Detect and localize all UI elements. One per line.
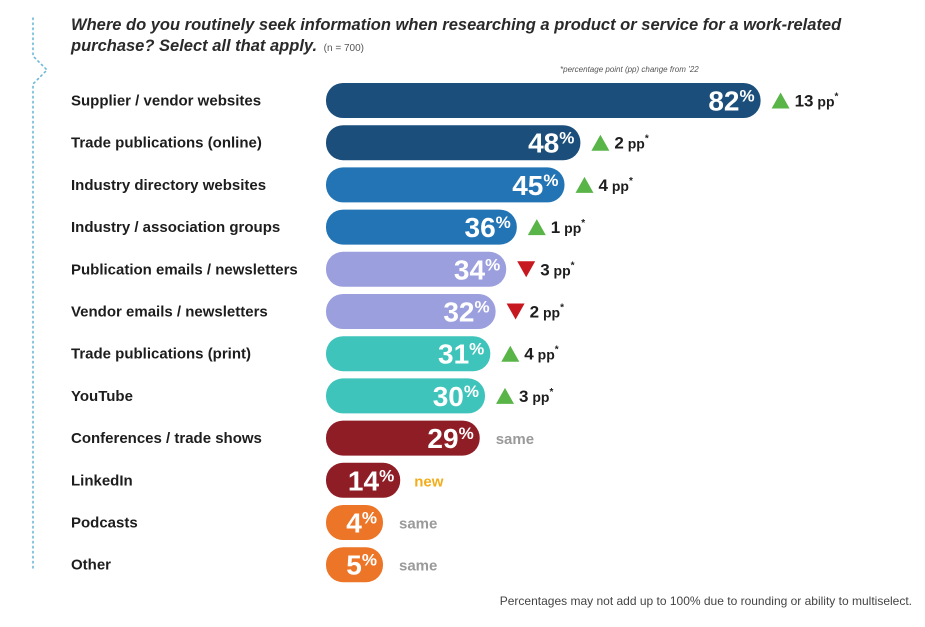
question-text: Where do you routinely seek information …: [71, 16, 842, 55]
category-label: Industry / association groups: [71, 219, 280, 236]
category-label: Other: [71, 557, 111, 574]
question-header: Where do you routinely seek information …: [71, 15, 921, 59]
data-label: 34%: [454, 254, 500, 285]
change-label: 3 pp*: [540, 260, 574, 279]
bar: [326, 251, 507, 287]
data-label: 31%: [438, 339, 484, 370]
bar: [326, 378, 485, 414]
bar: [326, 462, 401, 498]
data-label: 29%: [427, 423, 473, 454]
down-arrow-icon: [506, 303, 525, 320]
footnote: Percentages may not add up to 100% due t…: [499, 594, 912, 608]
up-arrow-icon: [575, 176, 594, 193]
bar: [326, 294, 496, 329]
category-label: LinkedIn: [71, 472, 133, 489]
change-label: 4 pp*: [524, 345, 558, 364]
bar: [326, 547, 383, 583]
category-label: Conferences / trade shows: [71, 430, 262, 447]
bar: [326, 336, 491, 372]
up-arrow-icon: [501, 345, 520, 362]
change-label: 2 pp*: [614, 134, 648, 153]
category-label: Podcasts: [71, 515, 138, 532]
up-arrow-icon: [527, 219, 546, 236]
data-label: 82%: [708, 86, 754, 117]
bar: [326, 505, 383, 540]
category-label: Trade publications (online): [71, 135, 262, 152]
bar: [326, 125, 581, 161]
category-label: Vendor emails / newsletters: [71, 304, 268, 321]
change-label: 13 pp*: [795, 92, 839, 111]
bar: [326, 420, 480, 456]
change-label: same: [399, 516, 437, 533]
data-label: 5%: [346, 550, 377, 581]
category-label: Industry directory websites: [71, 177, 266, 194]
data-label: 4%: [346, 508, 377, 539]
data-label: 14%: [348, 465, 394, 496]
bar: [326, 167, 565, 203]
down-arrow-icon: [517, 261, 536, 278]
category-label: Trade publications (print): [71, 346, 251, 363]
change-label: 3 pp*: [519, 387, 553, 406]
bar: [326, 209, 517, 245]
data-label: 45%: [512, 170, 558, 201]
change-label: 1 pp*: [551, 218, 585, 237]
up-arrow-icon: [496, 387, 514, 404]
change-label: new: [414, 473, 444, 490]
up-arrow-icon: [591, 134, 610, 151]
data-label: 48%: [528, 128, 574, 159]
sample-size: (n = 700): [323, 43, 364, 54]
change-label: same: [496, 431, 534, 448]
change-label: same: [399, 558, 437, 575]
pp-change-note: *percentage point (pp) change from ’22: [560, 65, 699, 74]
data-label: 30%: [433, 381, 479, 412]
bar: [326, 83, 761, 118]
change-label: 4 pp*: [599, 176, 633, 195]
category-label: Publication emails / newsletters: [71, 261, 298, 278]
up-arrow-icon: [771, 92, 790, 109]
category-label: Supplier / vendor websites: [71, 93, 261, 110]
data-label: 32%: [443, 297, 489, 328]
category-label: YouTube: [71, 388, 133, 405]
change-label: 2 pp*: [530, 303, 564, 322]
data-label: 36%: [465, 212, 511, 243]
